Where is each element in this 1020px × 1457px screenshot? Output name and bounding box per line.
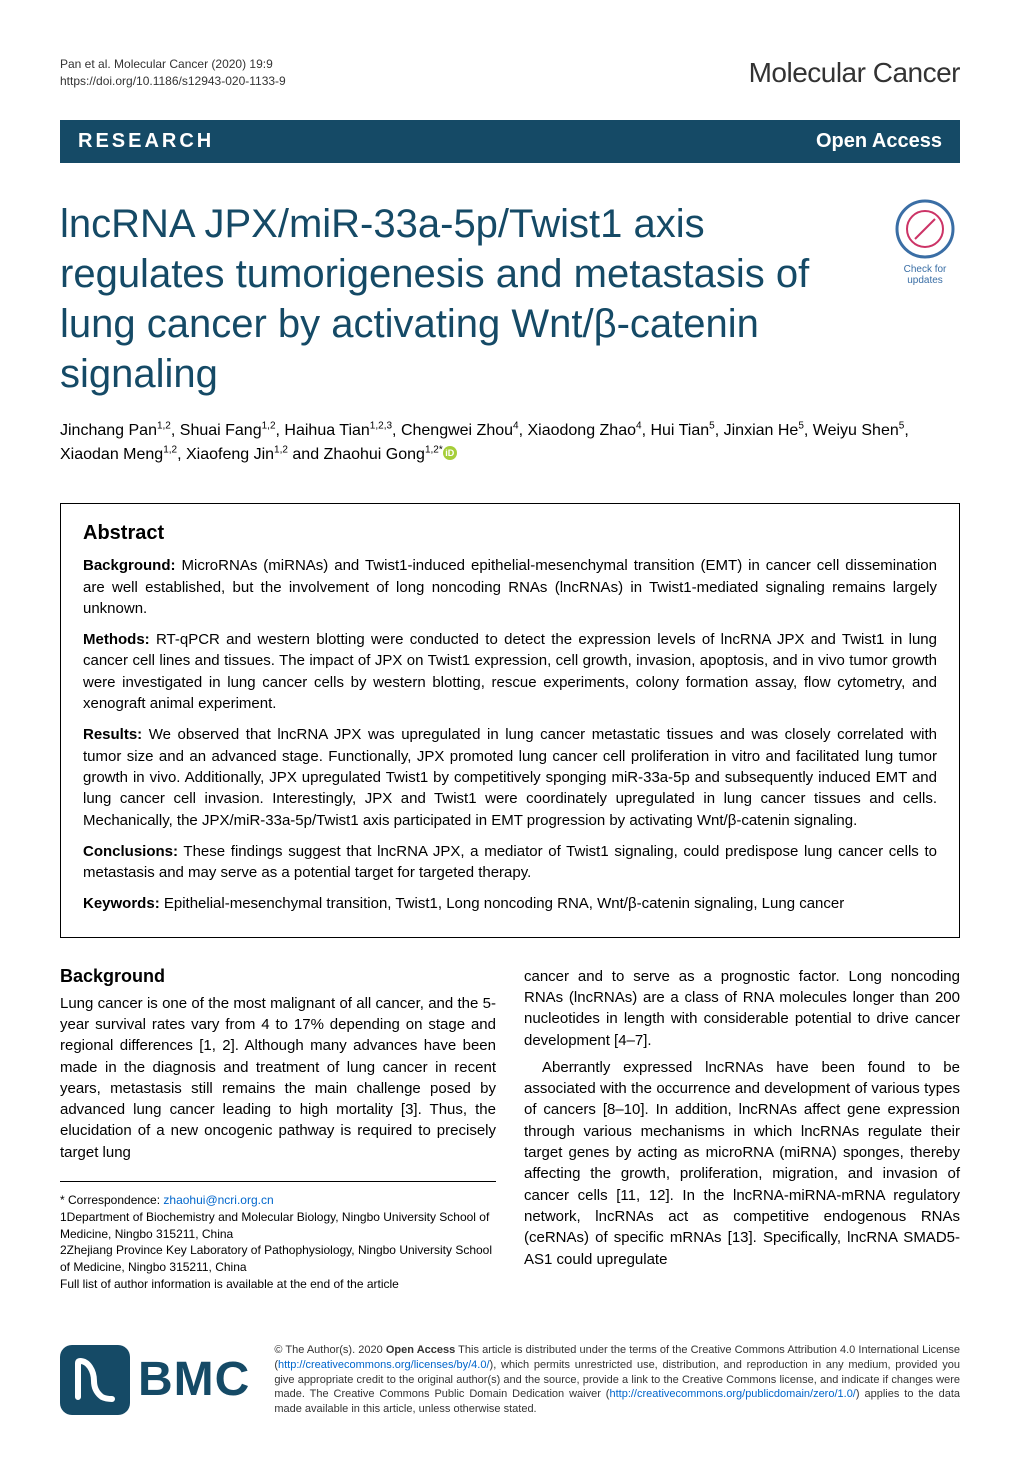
correspondence: * Correspondence: zhaohui@ncri.org.cn xyxy=(60,1192,496,1209)
body-paragraph: cancer and to serve as a prognostic fact… xyxy=(524,966,960,1051)
doi-line: https://doi.org/10.1186/s12943-020-1133-… xyxy=(60,73,286,90)
article-title: lncRNA JPX/miR-33a-5p/Twist1 axis regula… xyxy=(60,199,870,399)
column-left: Background Lung cancer is one of the mos… xyxy=(60,966,496,1293)
affiliation-1: 1Department of Biochemistry and Molecula… xyxy=(60,1209,496,1243)
section-banner: RESEARCH Open Access xyxy=(60,120,960,163)
full-affiliation-note: Full list of author information is avail… xyxy=(60,1276,496,1293)
abstract-box: Abstract Background: MicroRNAs (miRNAs) … xyxy=(60,503,960,937)
cc0-link[interactable]: http://creativecommons.org/publicdomain/… xyxy=(609,1388,855,1400)
background-heading: Background xyxy=(60,966,496,987)
abstract-results: Results: We observed that lncRNA JPX was… xyxy=(83,724,937,830)
authors-text: Jinchang Pan1,2, Shuai Fang1,2, Haihua T… xyxy=(60,422,909,463)
citation-line: Pan et al. Molecular Cancer (2020) 19:9 xyxy=(60,56,286,73)
abstract-keywords: Keywords: Epithelial-mesenchymal transit… xyxy=(83,893,937,914)
correspondence-email[interactable]: zhaohui@ncri.org.cn xyxy=(163,1193,273,1207)
cc-by-link[interactable]: http://creativecommons.org/licenses/by/4… xyxy=(278,1359,490,1371)
abstract-background: Background: MicroRNAs (miRNAs) and Twist… xyxy=(83,555,937,619)
bmc-mark-icon xyxy=(60,1345,130,1415)
running-head: Pan et al. Molecular Cancer (2020) 19:9 … xyxy=(60,56,960,90)
abstract-heading: Abstract xyxy=(83,522,937,545)
open-access-label: Open Access xyxy=(816,130,942,153)
section-label: RESEARCH xyxy=(78,130,214,153)
crossmark-icon xyxy=(895,199,955,259)
footer-row: BMC © The Author(s). 2020 Open Access Th… xyxy=(60,1333,960,1417)
body-paragraph: Lung cancer is one of the most malignant… xyxy=(60,993,496,1163)
affiliation-2: 2Zhejiang Province Key Laboratory of Pat… xyxy=(60,1242,496,1276)
bmc-logo: BMC xyxy=(60,1345,250,1415)
journal-name: Molecular Cancer xyxy=(749,57,960,89)
bmc-text: BMC xyxy=(138,1352,250,1407)
crossmark-widget[interactable]: Check for updates xyxy=(890,199,960,286)
abstract-conclusions: Conclusions: These findings suggest that… xyxy=(83,841,937,884)
abstract-methods: Methods: RT-qPCR and western blotting we… xyxy=(83,629,937,714)
orcid-icon[interactable]: iD xyxy=(443,446,457,460)
column-right: cancer and to serve as a prognostic fact… xyxy=(524,966,960,1293)
footnotes: * Correspondence: zhaohui@ncri.org.cn 1D… xyxy=(60,1181,496,1293)
crossmark-label: Check for updates xyxy=(890,264,960,286)
body-paragraph: Aberrantly expressed lncRNAs have been f… xyxy=(524,1057,960,1270)
running-head-left: Pan et al. Molecular Cancer (2020) 19:9 … xyxy=(60,56,286,90)
author-list: Jinchang Pan1,2, Shuai Fang1,2, Haihua T… xyxy=(60,419,960,468)
body-columns: Background Lung cancer is one of the mos… xyxy=(60,966,960,1293)
license-text: © The Author(s). 2020 Open Access This a… xyxy=(274,1343,960,1417)
